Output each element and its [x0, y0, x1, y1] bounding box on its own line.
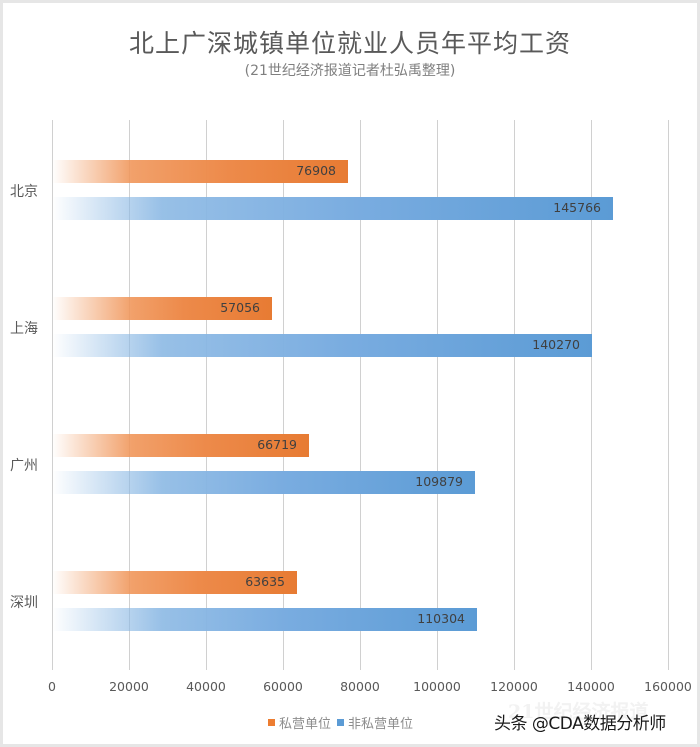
category-label-guangzhou: 广州 [10, 458, 38, 474]
legend-item-nonprivate[interactable]: 非私营单位 [337, 713, 413, 732]
bar-value-label: 66719 [257, 437, 297, 452]
legend-label: 私营单位 [279, 717, 332, 732]
gridline [514, 120, 515, 670]
gridline [52, 120, 53, 670]
legend-label: 非私营单位 [348, 717, 414, 732]
chart-legend: 私营单位 非私营单位 [268, 713, 419, 732]
x-tick-label: 80000 [340, 679, 380, 694]
x-tick-label: 60000 [263, 679, 303, 694]
bar-private-shanghai: 57056 [52, 297, 272, 320]
x-tick-label: 20000 [109, 679, 149, 694]
bar-private-shenzhen: 63635 [52, 571, 297, 594]
category-label-shenzhen: 深圳 [10, 595, 38, 611]
bar-value-label: 109879 [415, 474, 463, 489]
bar-nonprivate-beijing: 145766 [52, 197, 613, 220]
gridline [360, 120, 361, 670]
gridline [283, 120, 284, 670]
bar-private-beijing: 76908 [52, 160, 348, 183]
x-tick-label: 40000 [186, 679, 226, 694]
legend-item-private[interactable]: 私营单位 [268, 713, 331, 732]
x-tick-label: 100000 [413, 679, 461, 694]
gridline [206, 120, 207, 670]
bar-nonprivate-shanghai: 140270 [52, 334, 592, 357]
chart-subtitle: (21世纪经济报道记者杜弘禹整理) [244, 63, 456, 79]
bar-value-label: 110304 [417, 611, 465, 626]
bar-nonprivate-guangzhou: 109879 [52, 471, 475, 494]
category-label-shanghai: 上海 [10, 321, 38, 337]
x-tick-label: 160000 [644, 679, 692, 694]
bar-value-label: 140270 [532, 337, 580, 352]
gridline [129, 120, 130, 670]
category-label-beijing: 北京 [10, 184, 38, 200]
legend-swatch-orange-icon [268, 719, 275, 726]
gridline [591, 120, 592, 670]
bar-value-label: 145766 [553, 200, 601, 215]
chart-title: 北上广深城镇单位就业人员年平均工资 [128, 29, 571, 58]
x-tick-label: 0 [48, 679, 56, 694]
x-tick-label: 140000 [567, 679, 615, 694]
bar-value-label: 76908 [296, 163, 336, 178]
gridline [668, 120, 669, 670]
bar-nonprivate-shenzhen: 110304 [52, 608, 477, 631]
gridline [437, 120, 438, 670]
bar-value-label: 57056 [220, 300, 260, 315]
watermark-background-text: 21世纪经济报道 [508, 701, 649, 723]
watermark-text: 头条 @CDA数据分析师 [494, 714, 666, 734]
bar-private-guangzhou: 66719 [52, 434, 309, 457]
legend-swatch-blue-icon [337, 719, 345, 726]
plot-area [52, 120, 669, 670]
bar-value-label: 63635 [245, 574, 285, 589]
x-tick-label: 120000 [490, 679, 538, 694]
